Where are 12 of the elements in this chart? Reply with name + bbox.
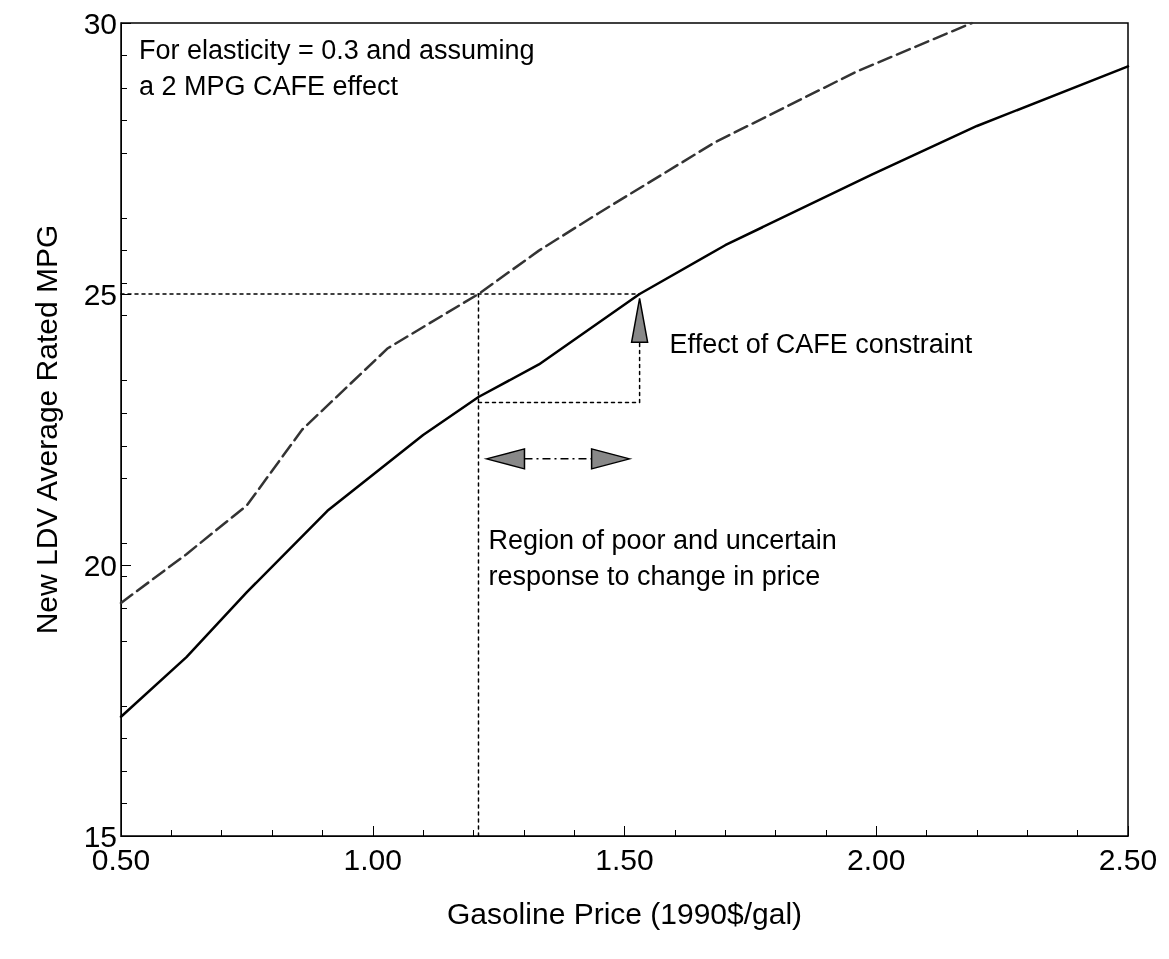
x-tick-label: 1.00 xyxy=(343,842,402,876)
y-tick-label: 20 xyxy=(83,548,117,582)
x-tick-label: 2.50 xyxy=(1098,842,1158,876)
x-axis-title: Gasoline Price (1990$/gal) xyxy=(446,896,803,930)
y-tick-label: 25 xyxy=(83,277,117,311)
annotation: For elasticity = 0.3 and assuming a 2 MPG CAFE effect xyxy=(139,35,535,101)
y-tick-label: 30 xyxy=(83,6,117,40)
y-axis-title: New LDV Average Rated MPG xyxy=(29,224,63,635)
annotation: Region of poor and uncertain response to change in price xyxy=(488,524,837,591)
x-tick-label: 1.50 xyxy=(595,842,654,876)
annotation: Effect of CAFE constraint xyxy=(669,329,973,360)
x-tick-label: 2.00 xyxy=(847,842,906,876)
